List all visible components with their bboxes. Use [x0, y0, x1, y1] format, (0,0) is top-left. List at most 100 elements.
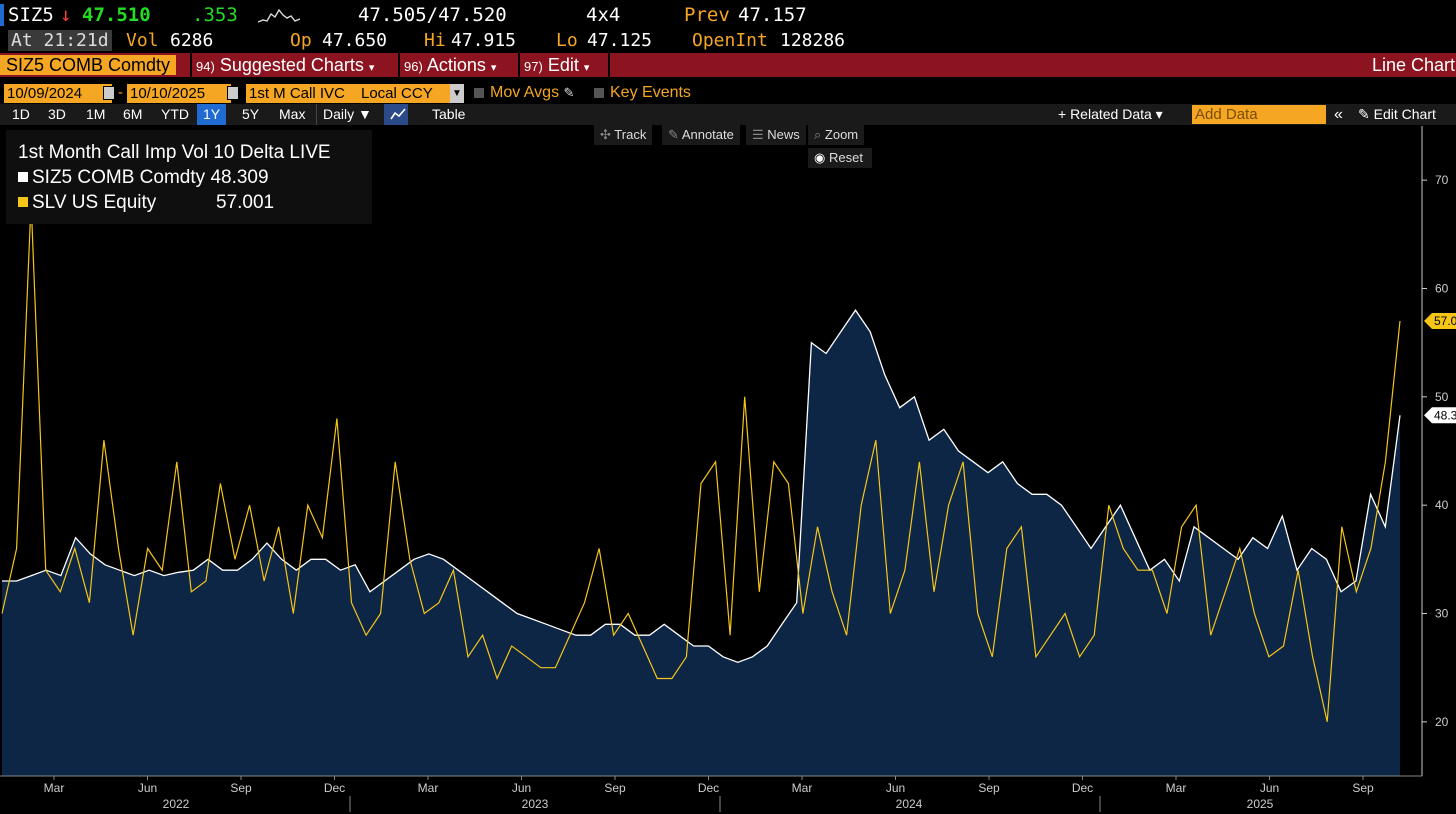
end-date-field[interactable]: 10/10/2025 — [127, 84, 231, 103]
at-time: At 21:21d — [8, 30, 112, 51]
vol-value: 6286 — [170, 30, 214, 51]
track-button[interactable]: ✣ Track — [594, 125, 653, 145]
last-value-slv-tag — [1424, 313, 1456, 329]
legend-item-siz5[interactable]: SIZ5 COMB Comdty 48.309 — [18, 167, 269, 189]
date-dash: - — [118, 84, 123, 101]
edit-menu[interactable]: 97) Edit ▾ — [524, 55, 590, 75]
legend-value-slv: 57.001 — [216, 192, 275, 213]
x-tick-label: Sep — [604, 781, 626, 795]
checkbox-icon[interactable] — [474, 88, 484, 98]
price-change: .353 — [192, 4, 238, 26]
security-box[interactable]: SIZ5 COMB Comdty — [0, 53, 177, 77]
x-tick-label: Dec — [324, 781, 345, 795]
legend-swatch — [18, 197, 28, 207]
area-fill-siz5 — [2, 310, 1400, 776]
last-value-siz5: 48.3 — [1434, 408, 1456, 422]
chart-toolbar: 1D 3D 1M 6M YTD 1Y 5Y Max Daily ▼ Table … — [0, 104, 1456, 125]
news-button[interactable]: ☰ News — [746, 125, 806, 145]
high-label: Hi — [424, 30, 446, 51]
period-max[interactable]: Max — [279, 106, 306, 122]
chart-area[interactable]: 20 30 40 50 60 70 57.0 48.3 Mar Jun Sep Dec Mar Jun Se… — [0, 126, 1456, 814]
period-1d[interactable]: 1D — [12, 106, 30, 122]
related-data-button[interactable]: + Related Data ▾ — [1058, 106, 1163, 122]
pencil-icon[interactable]: ✎ — [563, 85, 575, 100]
suggested-charts-menu[interactable]: 94) Suggested Charts ▾ — [196, 55, 375, 75]
year-label: 2022 — [163, 797, 190, 811]
year-label: 2023 — [522, 797, 549, 811]
year-label: 2025 — [1247, 797, 1274, 811]
legend-item-slv[interactable]: SLV US Equity — [18, 192, 156, 214]
period-1m[interactable]: 1M — [86, 106, 106, 122]
open-value: 47.650 — [322, 30, 388, 51]
low-label: Lo — [556, 30, 578, 51]
collapse-icon[interactable]: « — [1334, 106, 1343, 123]
x-tick-label: Jun — [886, 781, 905, 795]
prev-value: 47.157 — [738, 4, 807, 26]
quote-ticker[interactable]: SIZ5 — [8, 4, 54, 26]
y-tick-label: 50 — [1435, 390, 1449, 404]
legend-swatch — [18, 172, 28, 182]
actions-menu[interactable]: 96) Actions ▾ — [404, 55, 497, 75]
chart-type-label: Line Chart — [1372, 55, 1456, 75]
x-tick-label: Sep — [1352, 781, 1374, 795]
y-tick-label: 30 — [1435, 607, 1449, 621]
vol-label: Vol — [126, 30, 159, 51]
prev-label: Prev — [684, 4, 730, 26]
x-tick-label: Dec — [698, 781, 719, 795]
calendar-icon[interactable] — [227, 86, 239, 100]
zoom-button[interactable]: ⌕ Zoom — [808, 125, 865, 145]
x-tick-label: Mar — [792, 781, 813, 795]
bid-ask: 47.505/47.520 — [358, 4, 507, 26]
bid-ask-size: 4x4 — [586, 4, 621, 26]
series-line-slv — [1, 201, 1401, 722]
y-tick-label: 40 — [1435, 498, 1449, 512]
edit-chart-button[interactable]: ✎ Edit Chart — [1358, 106, 1436, 122]
x-tick-label: Mar — [418, 781, 439, 795]
period-3d[interactable]: 3D — [48, 106, 66, 122]
down-arrow-icon: ↓ — [60, 4, 72, 26]
checkbox-icon[interactable] — [594, 88, 604, 98]
annotate-button[interactable]: ✎ Annotate — [662, 125, 740, 145]
mov-avgs-toggle[interactable]: Mov Avgs ✎ — [474, 84, 574, 102]
period-6m[interactable]: 6M — [123, 106, 143, 122]
x-tick-label: Jun — [1260, 781, 1279, 795]
y-tick-label: 20 — [1435, 715, 1449, 729]
sparkline-icon — [258, 8, 300, 23]
calendar-icon[interactable] — [103, 86, 115, 100]
last-price: 47.510 — [82, 4, 151, 26]
last-value-siz5-tag — [1424, 407, 1456, 424]
x-tick-label: Mar — [44, 781, 65, 795]
time-box: At 21:21d — [8, 30, 112, 52]
chart-legend: 1st Month Call Imp Vol 10 Delta LIVE SIZ… — [6, 130, 372, 224]
y-tick-label: 70 — [1435, 173, 1449, 187]
x-tick-label: Sep — [230, 781, 252, 795]
x-tick-label: Jun — [512, 781, 531, 795]
low-value: 47.125 — [587, 30, 653, 51]
line-chart-icon[interactable] — [384, 104, 408, 125]
last-value-slv: 57.0 — [1434, 314, 1456, 328]
chevron-down-icon[interactable]: ▼ — [450, 84, 464, 103]
reset-button[interactable]: ◉ Reset — [808, 148, 872, 168]
frequency-selector[interactable]: Daily ▼ — [316, 104, 378, 125]
year-label: 2024 — [896, 797, 923, 811]
open-label: Op — [290, 30, 312, 51]
ticker-accent-bar — [0, 4, 4, 26]
chart-title: 1st Month Call Imp Vol 10 Delta LIVE — [18, 142, 331, 163]
menu-bar: SIZ5 COMB Comdty 94) Suggested Charts ▾ … — [0, 53, 1456, 77]
add-data-input[interactable]: Add Data — [1192, 105, 1326, 124]
x-tick-label: Sep — [978, 781, 1000, 795]
y-tick-label: 60 — [1435, 282, 1449, 296]
table-button[interactable]: Table — [432, 106, 466, 122]
key-events-toggle[interactable]: Key Events — [594, 84, 691, 102]
period-5y[interactable]: 5Y — [242, 106, 260, 122]
x-tick-label: Dec — [1072, 781, 1093, 795]
start-date-field[interactable]: 10/09/2024 — [4, 84, 112, 103]
high-value: 47.915 — [451, 30, 517, 51]
currency-selector[interactable]: Local CCY — [358, 84, 452, 103]
open-interest-label: OpenInt — [692, 30, 768, 51]
period-ytd[interactable]: YTD — [161, 106, 189, 122]
open-interest-value: 128286 — [780, 30, 846, 51]
period-1y[interactable]: 1Y — [197, 104, 227, 125]
x-tick-label: Mar — [1166, 781, 1187, 795]
field-selector[interactable]: 1st M Call IVC — [246, 84, 358, 103]
